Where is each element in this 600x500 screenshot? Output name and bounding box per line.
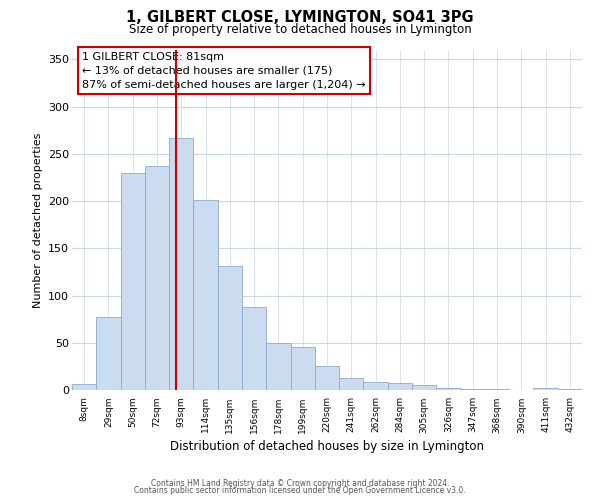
Bar — [72, 384, 96, 390]
Bar — [533, 388, 558, 390]
Bar — [145, 166, 169, 390]
Bar — [558, 389, 582, 390]
Bar — [218, 266, 242, 390]
Bar — [169, 138, 193, 390]
Text: Contains HM Land Registry data © Crown copyright and database right 2024.: Contains HM Land Registry data © Crown c… — [151, 478, 449, 488]
Bar — [266, 343, 290, 390]
Bar — [315, 366, 339, 390]
Bar — [412, 386, 436, 390]
Y-axis label: Number of detached properties: Number of detached properties — [32, 132, 43, 308]
Bar — [121, 173, 145, 390]
Bar — [96, 318, 121, 390]
Bar — [461, 389, 485, 390]
Bar — [193, 200, 218, 390]
Bar — [388, 384, 412, 390]
Bar — [436, 388, 461, 390]
Bar — [485, 389, 509, 390]
Bar — [242, 307, 266, 390]
Text: Contains public sector information licensed under the Open Government Licence v3: Contains public sector information licen… — [134, 486, 466, 495]
Bar — [364, 382, 388, 390]
Bar — [339, 378, 364, 390]
Bar — [290, 346, 315, 390]
Text: Size of property relative to detached houses in Lymington: Size of property relative to detached ho… — [128, 22, 472, 36]
X-axis label: Distribution of detached houses by size in Lymington: Distribution of detached houses by size … — [170, 440, 484, 452]
Text: 1 GILBERT CLOSE: 81sqm
← 13% of detached houses are smaller (175)
87% of semi-de: 1 GILBERT CLOSE: 81sqm ← 13% of detached… — [82, 52, 366, 90]
Text: 1, GILBERT CLOSE, LYMINGTON, SO41 3PG: 1, GILBERT CLOSE, LYMINGTON, SO41 3PG — [126, 10, 474, 25]
